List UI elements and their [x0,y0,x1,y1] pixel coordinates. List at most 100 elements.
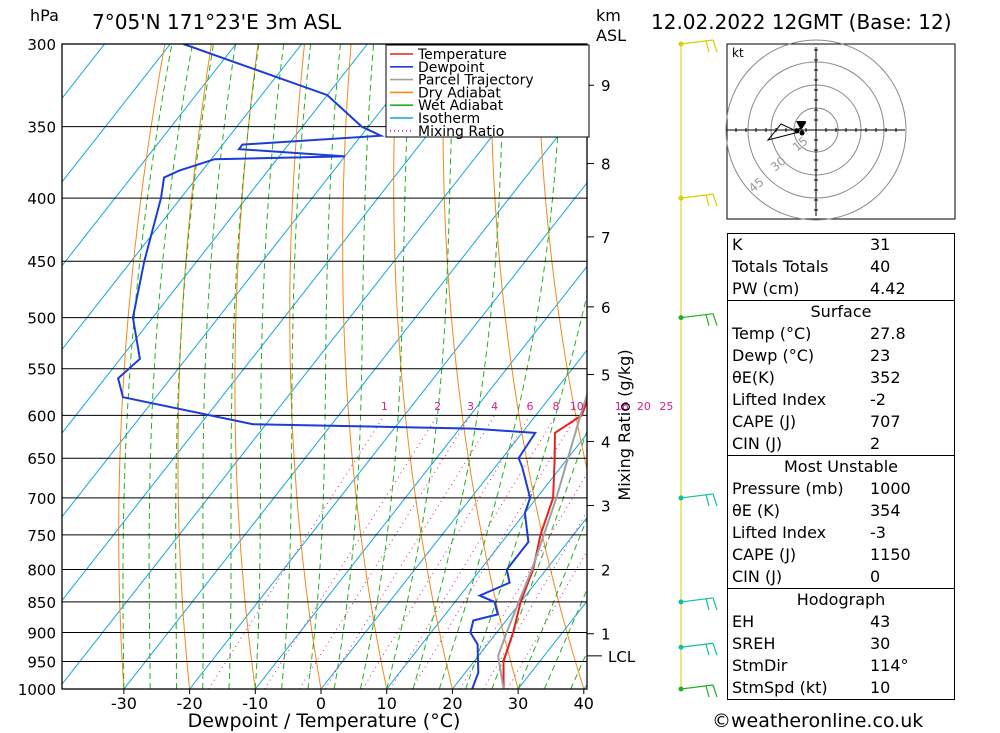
pressure-tick-label: 350 [27,119,56,137]
wet-adiabat-line [543,588,587,689]
wet-adiabat-line [517,517,587,689]
surface-cin-row: CIN (J) 2 [732,434,881,453]
mixing-ratio-label: 8 [553,400,560,413]
height-axis: 1 2 3 4 5 6 7 8 9 LCL [587,77,636,666]
km-tick-label: 2 [601,561,611,579]
hodograph-point [794,128,800,134]
dry-adiabat-line [490,44,585,689]
legend-entry: Temperature [417,47,507,63]
isotherm-line [62,44,565,685]
surface-cape-row: CAPE (J) 707 [732,412,901,431]
isotherm-line [386,433,587,689]
indices-table: K 31 Totals Totals 40 PW (cm) 4.42 Surface … [727,233,955,700]
temperature-tick-label: -20 [177,694,203,713]
height-unit-label-2: ASL [596,26,626,45]
pressure-tick-label: 550 [27,361,56,379]
stmdir-row: StmDir 114° [732,656,909,675]
storm-motion-marker [796,121,806,130]
surface-theta-row: θE(K) 352 [732,368,901,387]
pressure-tick-label: 500 [27,310,56,328]
wet-adiabat-line [333,44,375,689]
isotherm-line [62,44,434,518]
mu-li-row: Lifted Index -3 [732,523,886,542]
isotherm-line [62,44,237,267]
plot-frame [61,43,588,690]
pressure-tick-label: 300 [27,36,56,54]
temperature-tick-label: -10 [242,694,268,713]
mu-theta-row: θE (K) 354 [732,501,901,520]
km-tick-label: 9 [601,77,611,95]
legend-entry: Isotherm [418,111,480,127]
temperature-tick-label: 10 [377,694,397,713]
wet-adiabat-line [202,44,236,689]
isotherm-line [254,265,587,689]
wet-adiabat-line [438,44,564,689]
mixing-ratio-line [362,415,531,689]
temperature-series [502,398,587,689]
wind-barb [680,597,718,611]
dry-adiabat-line [956,44,1000,689]
surface-temp-row: Temp (°C) 27.8 [732,324,906,343]
legend-entry: Mixing Ratio [418,124,504,140]
pressure-tick-label: 1000 [18,681,56,699]
datetime-title: 12.02.2022 12GMT (Base: 12) [651,10,952,34]
isotherm-line [452,516,587,689]
copyright-footer[interactable]: ©weatheronline.co.uk [712,710,924,732]
eh-row: EH 43 [732,612,891,631]
hodograph-trace [766,121,807,141]
mixing-ratio-label: 4 [491,400,498,413]
isotherm-line [62,44,303,351]
isotherm-line [62,44,171,183]
mixing-ratio-label: 1 [381,400,388,413]
mu-cape-row: CAPE (J) 1150 [732,545,911,564]
dry-adiabat-line [118,44,166,689]
pressure-tick-label: 750 [27,527,56,545]
dry-adiabat-line [442,44,519,689]
x-axis-label: Dewpoint / Temperature (°C) [188,710,461,732]
location-title: 7°05'N 171°23'E 3m ASL [92,10,342,34]
temperature-tick-label: 30 [508,694,528,713]
pressure-tick-label: 800 [27,561,56,579]
legend-entry: Parcel Trajectory [418,73,534,89]
dewpoint-series [116,44,537,689]
pressure-tick-label: 450 [27,253,56,271]
legend-entry: Wet Adiabat [418,98,504,114]
wind-barb [680,39,718,53]
most-unstable-section-title: Most Unstable [728,455,954,478]
mixing-ratio-label: 25 [659,400,673,413]
km-tick-label: 3 [601,498,611,516]
mixing-ratio-line [298,415,471,689]
surface-li-row: Lifted Index -2 [732,390,886,409]
temperature-tick-label: -30 [111,694,137,713]
height-unit-label: km [596,6,621,25]
wet-adiabat-line [254,44,285,689]
hodograph-point [799,130,805,136]
km-tick-label: 6 [601,299,611,317]
mixing-ratio-label: 3 [467,400,474,413]
dry-adiabat-line [177,44,212,689]
isotherm-line [123,98,587,689]
isotherm-line [62,44,500,602]
km-tick-label: 4 [601,433,611,451]
pressure-tick-label: 900 [27,625,56,643]
temperature-tick-label: 20 [442,694,462,713]
parcel-trajectory-series [497,391,587,689]
pressure-unit-label: hPa [30,6,59,25]
km-tick-label: 8 [601,156,611,174]
pressure-tick-labels: 300 350 400 450 500 550 600 650 700 750 800 850 900 9… [18,36,56,699]
hodograph-section-title: Hodograph [728,588,954,611]
isotherm-line [320,349,587,689]
mixing-ratio-label: 20 [637,400,651,413]
wind-barb [680,493,718,507]
legend-entry: Dewpoint [418,60,485,76]
wind-barb [680,642,718,656]
km-tick-label: 7 [601,229,611,247]
lcl-label: LCL [608,648,636,666]
pressure-tick-label: 400 [27,190,56,208]
pressure-tick-label: 600 [27,407,56,425]
mixing-ratio-axis-label: Mixing Ratio (g/kg) [615,349,634,500]
index-row-totals: Totals Totals 40 [732,257,891,276]
